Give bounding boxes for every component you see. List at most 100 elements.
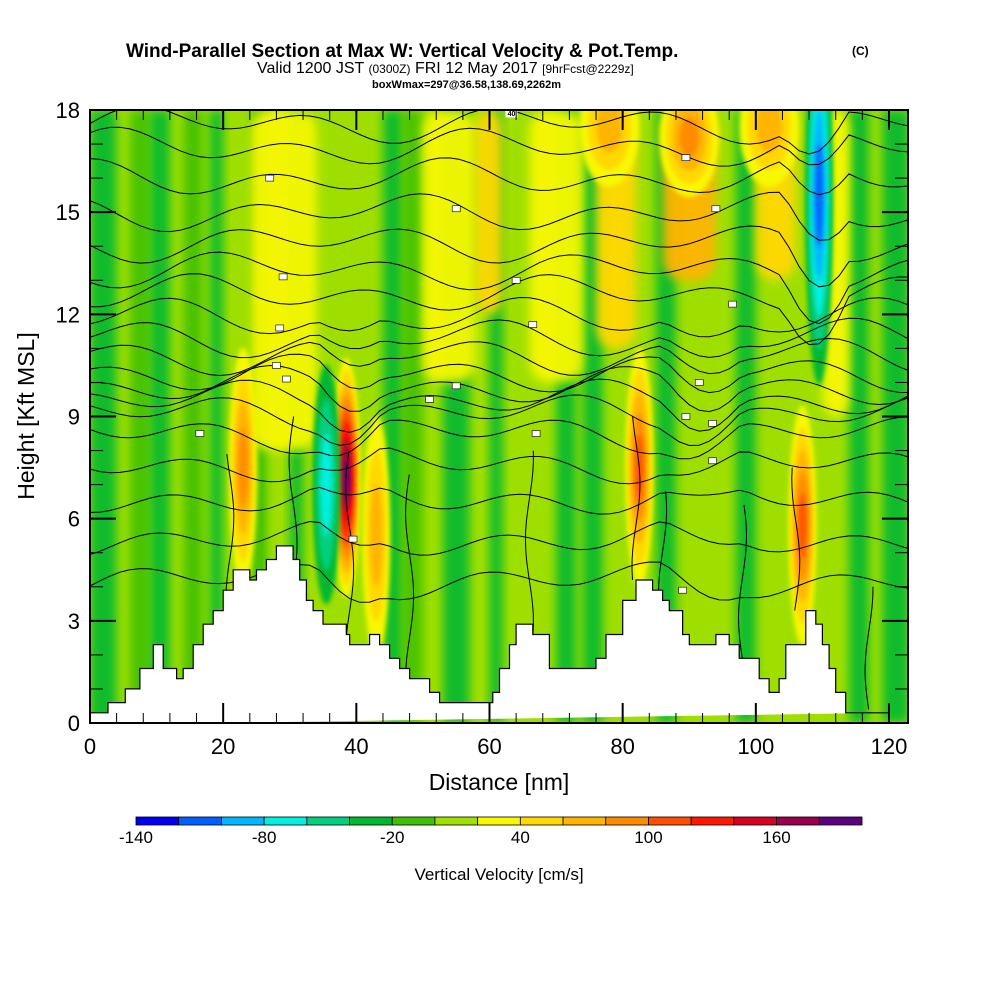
velocity-core (238, 427, 248, 508)
isentrope-line (737, 504, 748, 679)
isentrope-line (791, 467, 801, 611)
velocity-band (149, 110, 170, 723)
contour-label-marker (425, 396, 434, 403)
contour-label-marker (451, 205, 461, 213)
x-tick-label: 120 (871, 734, 908, 759)
colorbar-title: Vertical Velocity [cm/s] (414, 865, 583, 884)
y-tick-label: 0 (68, 711, 80, 736)
isentrope-line (631, 416, 641, 581)
isentrope-line (90, 520, 908, 556)
isentrope-line (90, 416, 908, 460)
velocity-band (735, 110, 756, 723)
y-axis: 0 3 6 9 12 15 18 (56, 98, 908, 736)
isentrope-line (90, 317, 908, 359)
valid-line: Valid 1200 JST (0300Z) FRI 12 May 2017 [… (257, 60, 634, 77)
x-tick-label: 60 (477, 734, 501, 759)
isentrope-line (345, 450, 355, 645)
x-tick-label: 100 (737, 734, 774, 759)
velocity-core (596, 110, 623, 153)
colorbar-swatch (477, 816, 521, 826)
contour-label-marker (528, 321, 538, 328)
colorbar-swatch (263, 816, 308, 826)
contour-label-marker (451, 382, 461, 390)
x-tick-label: 80 (610, 734, 634, 759)
contour-label-marker (711, 205, 721, 213)
velocity-band (209, 110, 224, 723)
colorbar-swatch (818, 816, 863, 826)
y-tick-label: 12 (56, 302, 80, 327)
isentrope-line (90, 273, 908, 346)
valid-utc: (0300Z) (368, 62, 410, 76)
vertical-velocity-field: 40 (90, 110, 908, 723)
colorbar-tick-label: -80 (252, 828, 277, 847)
isentrope-line (288, 416, 298, 560)
contour-label-marker (708, 420, 717, 427)
valid-prefix: Valid 1200 JST (257, 60, 365, 77)
velocity-core (798, 492, 807, 559)
colorbar: -140 -80 -20 40 100 160 (119, 816, 863, 847)
colorbar-swatch (221, 816, 265, 826)
contour-label-marker (678, 586, 687, 594)
colorbar-swatch (135, 816, 180, 826)
isentrope-line (90, 394, 908, 447)
contour-label-marker (531, 430, 541, 437)
colorbar-tick-label: -20 (380, 828, 405, 847)
x-tick-label: 20 (211, 734, 235, 759)
y-tick-label: 9 (68, 405, 80, 430)
isentrope-line (90, 225, 908, 288)
colorbar-swatch (349, 816, 393, 826)
isentrope-line (90, 364, 908, 413)
header: Wind-Parallel Section at Max W: Vertical… (126, 41, 869, 91)
contour-label-marker (195, 430, 205, 437)
title-suffix: (C) (852, 44, 869, 58)
isentrope-line (90, 126, 908, 167)
isentrope-line (405, 474, 415, 679)
isentrope-line (90, 378, 908, 433)
velocity-core (370, 484, 383, 588)
contour-labels: 40 (195, 110, 737, 594)
isentrope-line (90, 110, 908, 155)
isentrope-line (90, 353, 908, 394)
isentrope-line (90, 337, 908, 377)
velocity-band (849, 110, 870, 723)
colorbar-tick-label: -140 (119, 828, 153, 847)
contour-label-marker (708, 457, 717, 465)
colorbar-swatch (391, 816, 436, 826)
y-tick-label: 3 (68, 609, 80, 634)
colorbar-tick-label: 100 (634, 828, 662, 847)
y-axis-label: Height [Kft MSL] (13, 332, 39, 499)
contour-label-marker (282, 375, 291, 383)
contour-label-marker (694, 379, 704, 386)
isentrope-line (90, 296, 908, 338)
contour-label-marker (681, 413, 691, 420)
colorbar-swatch (776, 816, 820, 826)
velocity-core (679, 117, 700, 158)
figure-title: Wind-Parallel Section at Max W: Vertical… (126, 41, 678, 62)
isentrope-line (90, 447, 908, 485)
contour-label-marker (272, 362, 281, 369)
contour-label-marker (348, 535, 358, 543)
velocity-band (529, 110, 583, 383)
x-axis-label: Distance [nm] (429, 769, 570, 795)
isentrope-line (864, 586, 874, 710)
y-tick-label: 15 (56, 200, 80, 225)
contour-label-marker (511, 276, 521, 284)
contour-label-box (505, 110, 518, 118)
colorbar-swatch (562, 816, 607, 826)
isentrope-line (524, 450, 534, 635)
colorbar-tick-label: 40 (511, 828, 530, 847)
velocity-band (402, 110, 423, 723)
box-info: boxWmax=297@36.58,138.69,2262m (372, 79, 561, 91)
contour-label-marker (681, 154, 691, 161)
isentrope-line (90, 486, 908, 515)
isentrope-line (658, 491, 668, 604)
velocity-band (249, 110, 317, 451)
contour-label: 40 (508, 111, 516, 118)
colorbar-swatch (690, 816, 735, 826)
y-tick-label: 18 (56, 98, 80, 123)
colorbar-tick-label: 160 (762, 828, 790, 847)
x-tick-label: 0 (84, 734, 96, 759)
terrain-mask (90, 545, 889, 723)
colorbar-swatch (605, 816, 649, 826)
